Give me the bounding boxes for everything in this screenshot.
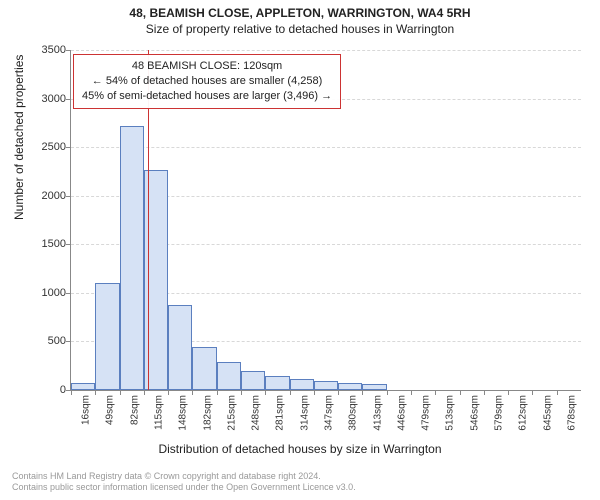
y-tick xyxy=(66,147,71,148)
x-tick-label: 215sqm xyxy=(226,395,237,431)
annotation-box: 48 BEAMISH CLOSE: 120sqm← 54% of detache… xyxy=(73,54,341,109)
histogram-bar xyxy=(265,376,289,390)
histogram-bar xyxy=(71,383,95,390)
y-tick-label: 1000 xyxy=(26,287,66,299)
y-tick-label: 0 xyxy=(26,384,66,396)
annotation-line3: 45% of semi-detached houses are larger (… xyxy=(82,89,332,104)
x-tick xyxy=(338,390,339,395)
histogram-bar xyxy=(192,347,216,390)
x-tick-label: 513sqm xyxy=(445,395,456,431)
x-tick-label: 612sqm xyxy=(518,395,529,431)
annotation-line2: ← 54% of detached houses are smaller (4,… xyxy=(82,74,332,89)
x-tick-label: 479sqm xyxy=(421,395,432,431)
x-tick xyxy=(192,390,193,395)
x-tick-label: 678sqm xyxy=(566,395,577,431)
histogram-bar xyxy=(290,379,314,390)
title-line2: Size of property relative to detached ho… xyxy=(0,22,600,36)
y-tick xyxy=(66,341,71,342)
y-tick-label: 3500 xyxy=(26,44,66,56)
histogram-bar xyxy=(217,362,241,390)
x-tick-label: 248sqm xyxy=(251,395,262,431)
x-tick xyxy=(95,390,96,395)
y-tick xyxy=(66,99,71,100)
x-tick-label: 281sqm xyxy=(275,395,286,431)
y-tick xyxy=(66,196,71,197)
x-tick xyxy=(508,390,509,395)
y-tick xyxy=(66,293,71,294)
y-tick-label: 500 xyxy=(26,335,66,347)
x-tick xyxy=(387,390,388,395)
plot-area: 050010001500200025003000350016sqm49sqm82… xyxy=(70,50,581,391)
title-line1: 48, BEAMISH CLOSE, APPLETON, WARRINGTON,… xyxy=(0,6,600,20)
x-tick xyxy=(557,390,558,395)
x-tick xyxy=(120,390,121,395)
histogram-bar xyxy=(314,381,338,390)
y-tick xyxy=(66,244,71,245)
x-tick xyxy=(460,390,461,395)
y-tick-label: 1500 xyxy=(26,238,66,250)
x-tick xyxy=(435,390,436,395)
x-tick xyxy=(144,390,145,395)
x-tick-label: 380sqm xyxy=(348,395,359,431)
histogram-bar xyxy=(168,305,192,390)
footer-line1: Contains HM Land Registry data © Crown c… xyxy=(12,471,356,483)
x-tick-label: 314sqm xyxy=(299,395,310,431)
x-tick-label: 16sqm xyxy=(81,395,92,425)
x-tick-label: 546sqm xyxy=(469,395,480,431)
y-tick-label: 2500 xyxy=(26,141,66,153)
footer-line2: Contains public sector information licen… xyxy=(12,482,356,494)
x-axis-title: Distribution of detached houses by size … xyxy=(0,442,600,456)
x-tick xyxy=(411,390,412,395)
x-tick-label: 82sqm xyxy=(129,395,140,425)
x-tick xyxy=(71,390,72,395)
y-tick xyxy=(66,50,71,51)
x-tick xyxy=(217,390,218,395)
histogram-bar xyxy=(241,371,265,390)
x-tick xyxy=(362,390,363,395)
x-tick xyxy=(265,390,266,395)
footer-attribution: Contains HM Land Registry data © Crown c… xyxy=(12,471,356,494)
x-tick-label: 115sqm xyxy=(154,395,165,430)
annotation-line1: 48 BEAMISH CLOSE: 120sqm xyxy=(82,59,332,74)
y-tick-label: 2000 xyxy=(26,190,66,202)
x-tick-label: 413sqm xyxy=(372,395,383,431)
x-tick-label: 182sqm xyxy=(202,395,213,431)
x-tick-label: 579sqm xyxy=(494,395,505,431)
chart-container: 48, BEAMISH CLOSE, APPLETON, WARRINGTON,… xyxy=(0,0,600,500)
x-tick-label: 446sqm xyxy=(396,395,407,431)
y-tick-label: 3000 xyxy=(26,93,66,105)
x-tick xyxy=(314,390,315,395)
y-axis-title: Number of detached properties xyxy=(12,55,26,220)
x-tick xyxy=(484,390,485,395)
title-block: 48, BEAMISH CLOSE, APPLETON, WARRINGTON,… xyxy=(0,0,600,36)
x-tick-label: 49sqm xyxy=(105,395,116,425)
histogram-bar xyxy=(362,384,386,390)
histogram-bar xyxy=(338,383,362,390)
histogram-bar xyxy=(95,283,119,390)
x-tick-label: 645sqm xyxy=(542,395,553,431)
x-tick xyxy=(168,390,169,395)
x-tick xyxy=(241,390,242,395)
x-tick xyxy=(532,390,533,395)
x-tick xyxy=(290,390,291,395)
histogram-bar xyxy=(120,126,144,390)
x-tick-label: 347sqm xyxy=(324,395,335,431)
x-tick-label: 148sqm xyxy=(178,395,189,431)
chart-area: 050010001500200025003000350016sqm49sqm82… xyxy=(70,50,580,390)
